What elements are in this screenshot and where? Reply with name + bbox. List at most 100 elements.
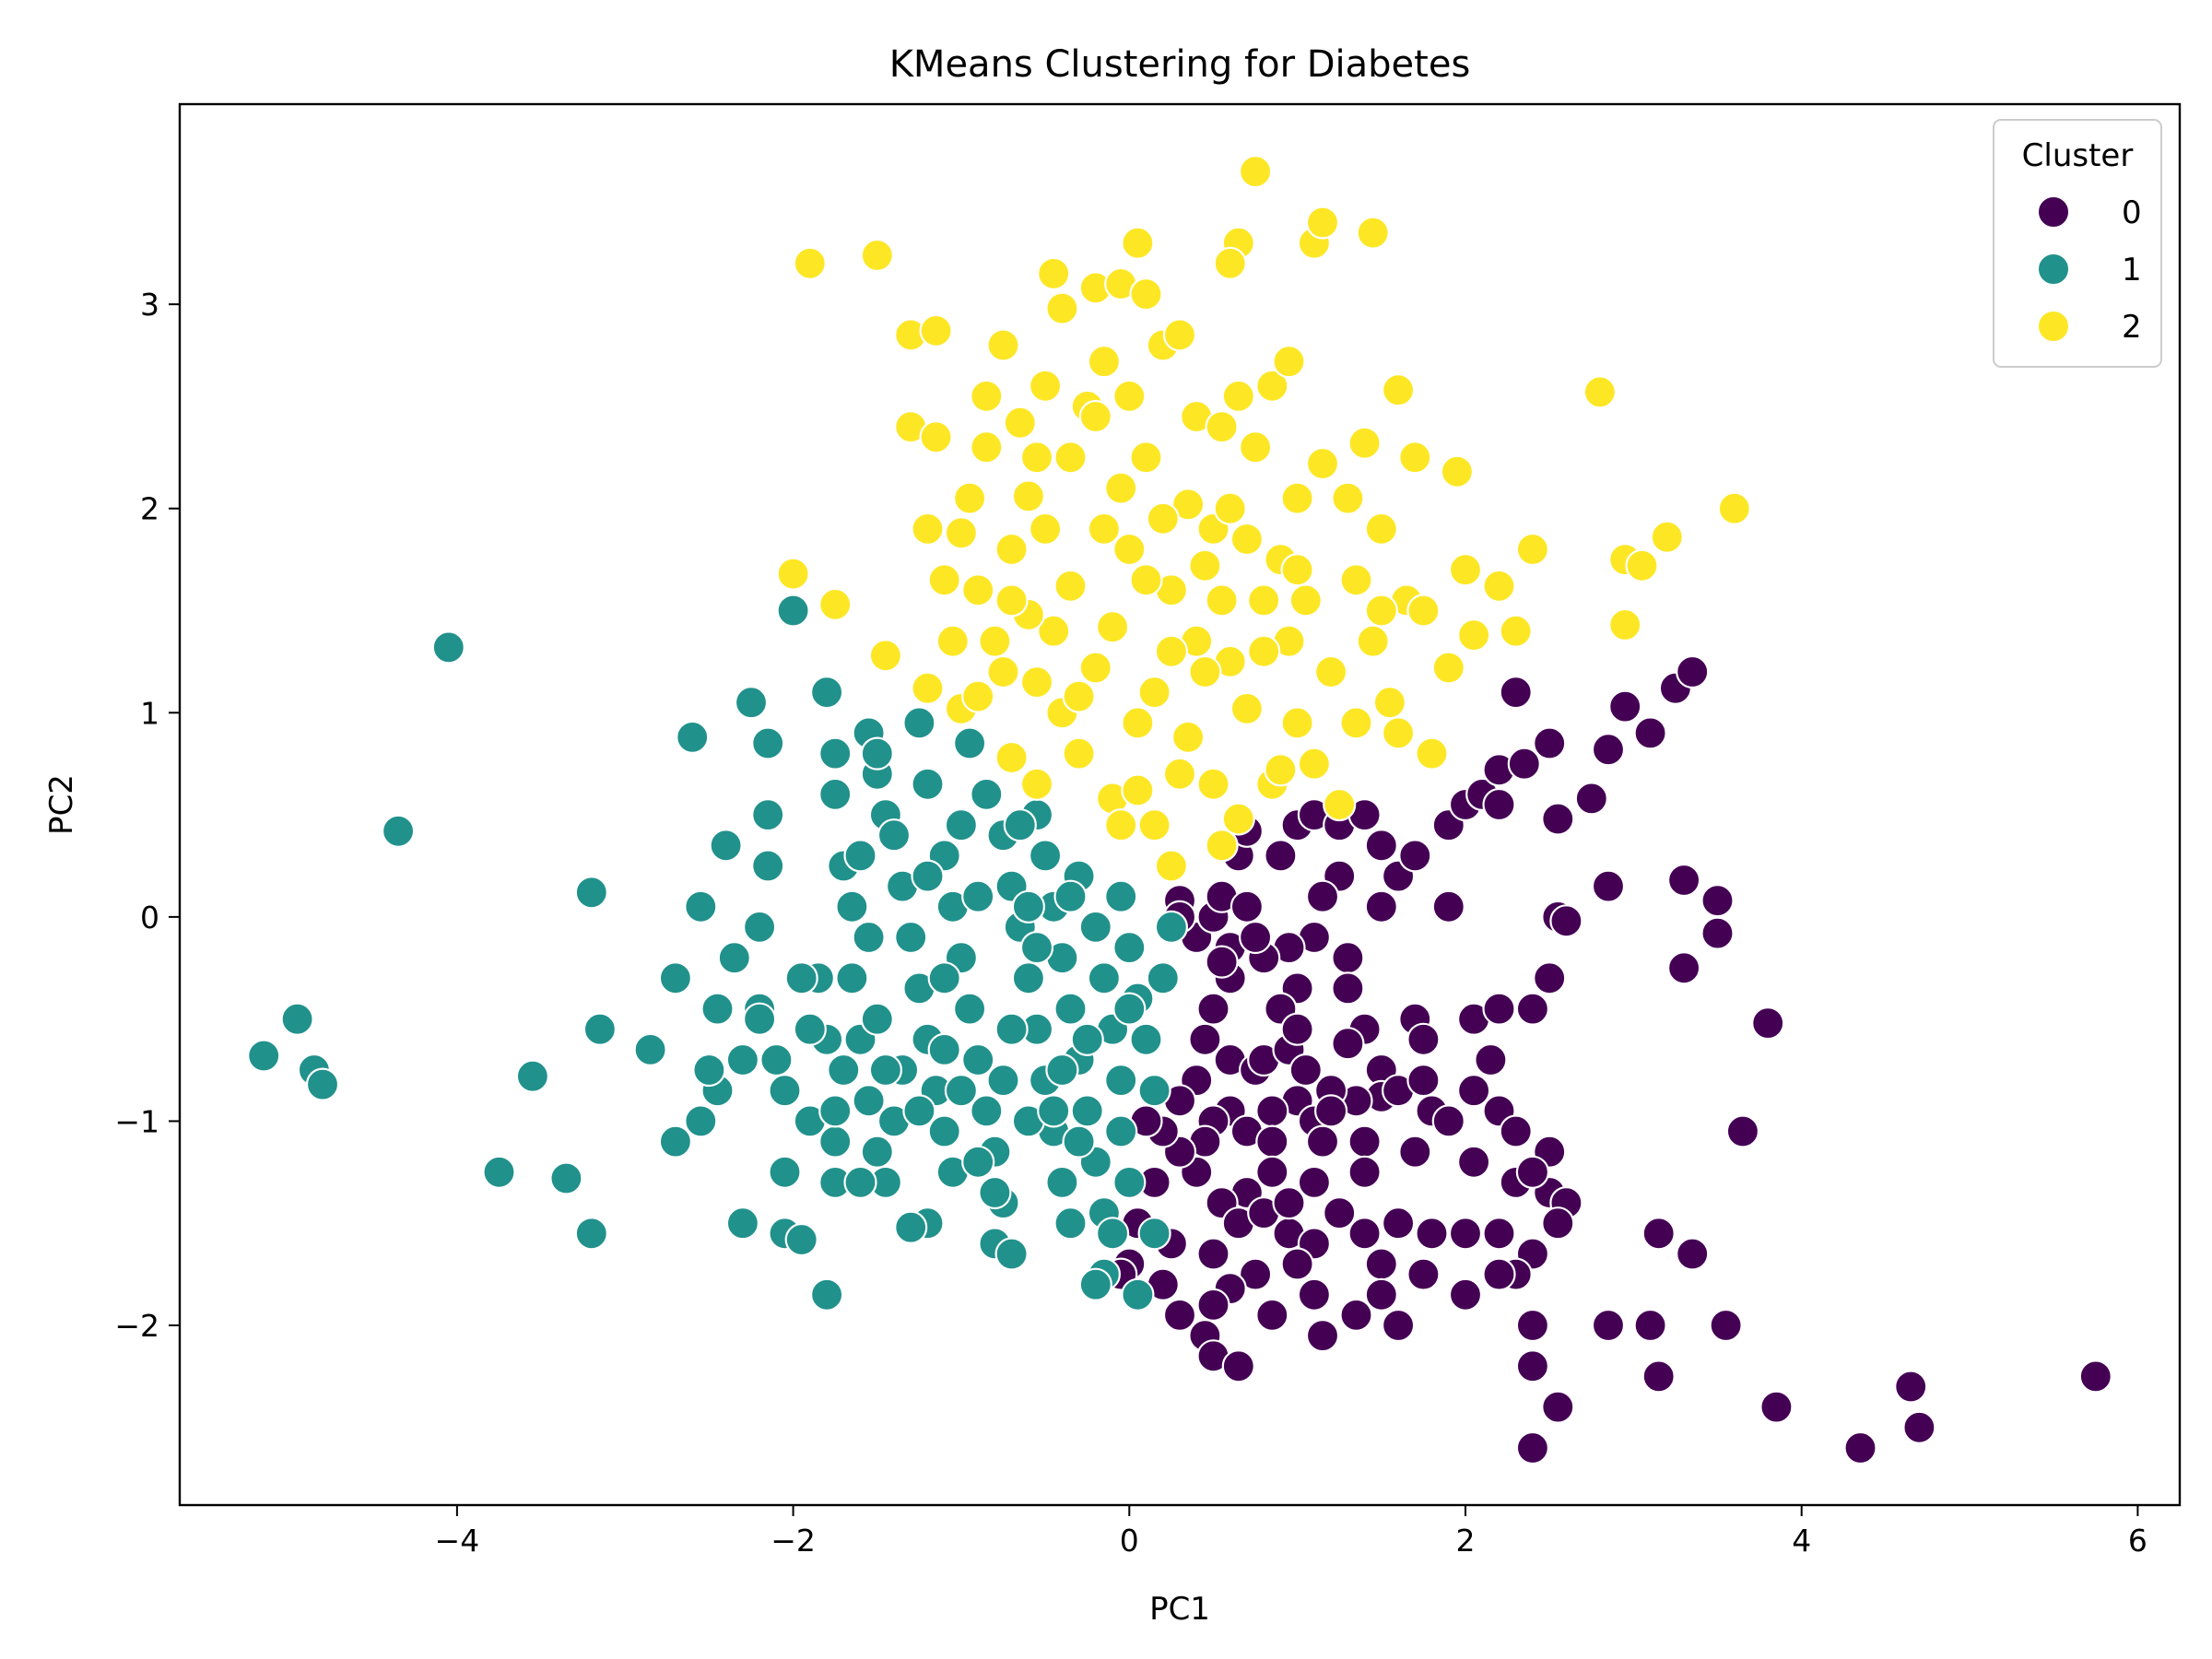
data-point <box>1398 1135 1432 1169</box>
data-point <box>574 876 608 910</box>
data-point <box>986 1063 1020 1098</box>
data-point <box>1339 1298 1373 1333</box>
data-point <box>1272 345 1306 379</box>
data-point <box>1347 426 1382 460</box>
data-point <box>927 1114 961 1148</box>
data-point <box>994 740 1029 775</box>
data-point <box>776 594 810 628</box>
data-point <box>1137 1217 1171 1251</box>
data-point <box>776 557 810 591</box>
data-point <box>793 1012 827 1046</box>
data-point <box>919 420 953 454</box>
data-point <box>1515 992 1550 1026</box>
data-point <box>742 1002 777 1036</box>
data-point <box>1011 961 1046 995</box>
data-point <box>1171 488 1206 522</box>
data-point <box>818 777 853 812</box>
data-point <box>1625 548 1659 582</box>
data-point <box>1078 1267 1112 1301</box>
data-point <box>1288 1053 1323 1088</box>
data-point <box>1608 689 1642 724</box>
data-point <box>751 726 785 760</box>
data-point <box>1305 206 1340 240</box>
legend: Cluster 0 1 2 <box>1993 119 2162 368</box>
data-point <box>1162 1298 1197 1333</box>
points-layer <box>247 155 2112 1465</box>
data-point <box>994 532 1029 567</box>
data-point <box>1230 522 1265 557</box>
data-point <box>1070 1094 1104 1128</box>
data-point <box>852 1084 886 1118</box>
x-tick-label: 2 <box>1456 1523 1476 1559</box>
data-point <box>1515 1155 1550 1189</box>
data-point <box>382 814 416 848</box>
data-point <box>1221 1349 1255 1383</box>
data-point <box>902 706 936 740</box>
data-point <box>1255 1094 1289 1128</box>
data-point <box>784 1222 818 1257</box>
legend-items: 0 1 2 <box>2037 194 2142 346</box>
data-point <box>1482 569 1516 604</box>
data-point <box>1843 1430 1877 1465</box>
data-point <box>1759 1390 1794 1424</box>
data-point <box>1456 618 1491 653</box>
data-point <box>759 1042 794 1077</box>
data-point <box>1339 706 1373 740</box>
data-point <box>1431 1104 1465 1138</box>
data-point <box>1356 624 1390 658</box>
data-point <box>1121 706 1155 740</box>
data-point <box>1154 910 1189 945</box>
data-point <box>961 679 995 713</box>
data-point <box>1247 634 1281 668</box>
data-point <box>1305 1318 1340 1353</box>
data-point <box>247 1039 281 1073</box>
data-point <box>1297 747 1332 781</box>
data-point <box>1507 747 1541 781</box>
data-point <box>1221 802 1255 836</box>
data-point <box>1331 941 1365 975</box>
data-point <box>1280 706 1314 740</box>
data-point <box>784 961 818 995</box>
data-point <box>1037 256 1071 290</box>
data-point <box>1398 441 1432 475</box>
data-point <box>961 1042 995 1077</box>
data-point <box>994 1237 1029 1271</box>
data-point <box>1288 583 1323 618</box>
data-point <box>1305 879 1340 913</box>
data-point <box>1297 1277 1332 1312</box>
legend-title: Cluster <box>2022 137 2134 174</box>
data-point <box>482 1155 516 1189</box>
data-point <box>1515 1308 1550 1343</box>
data-point <box>1053 992 1088 1026</box>
x-tick-label: −2 <box>771 1523 816 1559</box>
data-point <box>877 818 912 853</box>
x-axis: −4 −2 0 2 4 6 <box>435 1505 2147 1559</box>
data-point <box>1641 1359 1676 1394</box>
data-point <box>986 654 1020 689</box>
data-point <box>1583 375 1618 409</box>
data-point <box>970 777 1004 812</box>
data-point <box>1482 1257 1516 1291</box>
data-point <box>1238 920 1273 955</box>
data-point <box>1230 889 1265 924</box>
data-point <box>1641 1217 1676 1251</box>
data-point <box>1053 879 1088 913</box>
legend-marker <box>2037 310 2070 343</box>
data-point <box>2078 1359 2112 1394</box>
data-point <box>1087 345 1122 379</box>
legend-label: 1 <box>2122 252 2142 288</box>
data-point <box>961 573 995 607</box>
data-point <box>1011 479 1046 513</box>
data-point <box>1112 379 1147 413</box>
x-tick-label: −4 <box>435 1523 480 1559</box>
data-point <box>1406 1257 1441 1291</box>
data-point <box>1247 583 1281 618</box>
data-point <box>1323 787 1357 822</box>
legend-label: 2 <box>2122 309 2142 346</box>
data-point <box>860 1135 894 1169</box>
data-point <box>1431 889 1465 924</box>
data-point <box>1313 1094 1348 1128</box>
y-axis: −2 −1 0 1 2 3 <box>114 287 180 1344</box>
data-point <box>1591 1308 1626 1343</box>
data-point <box>902 1094 936 1128</box>
